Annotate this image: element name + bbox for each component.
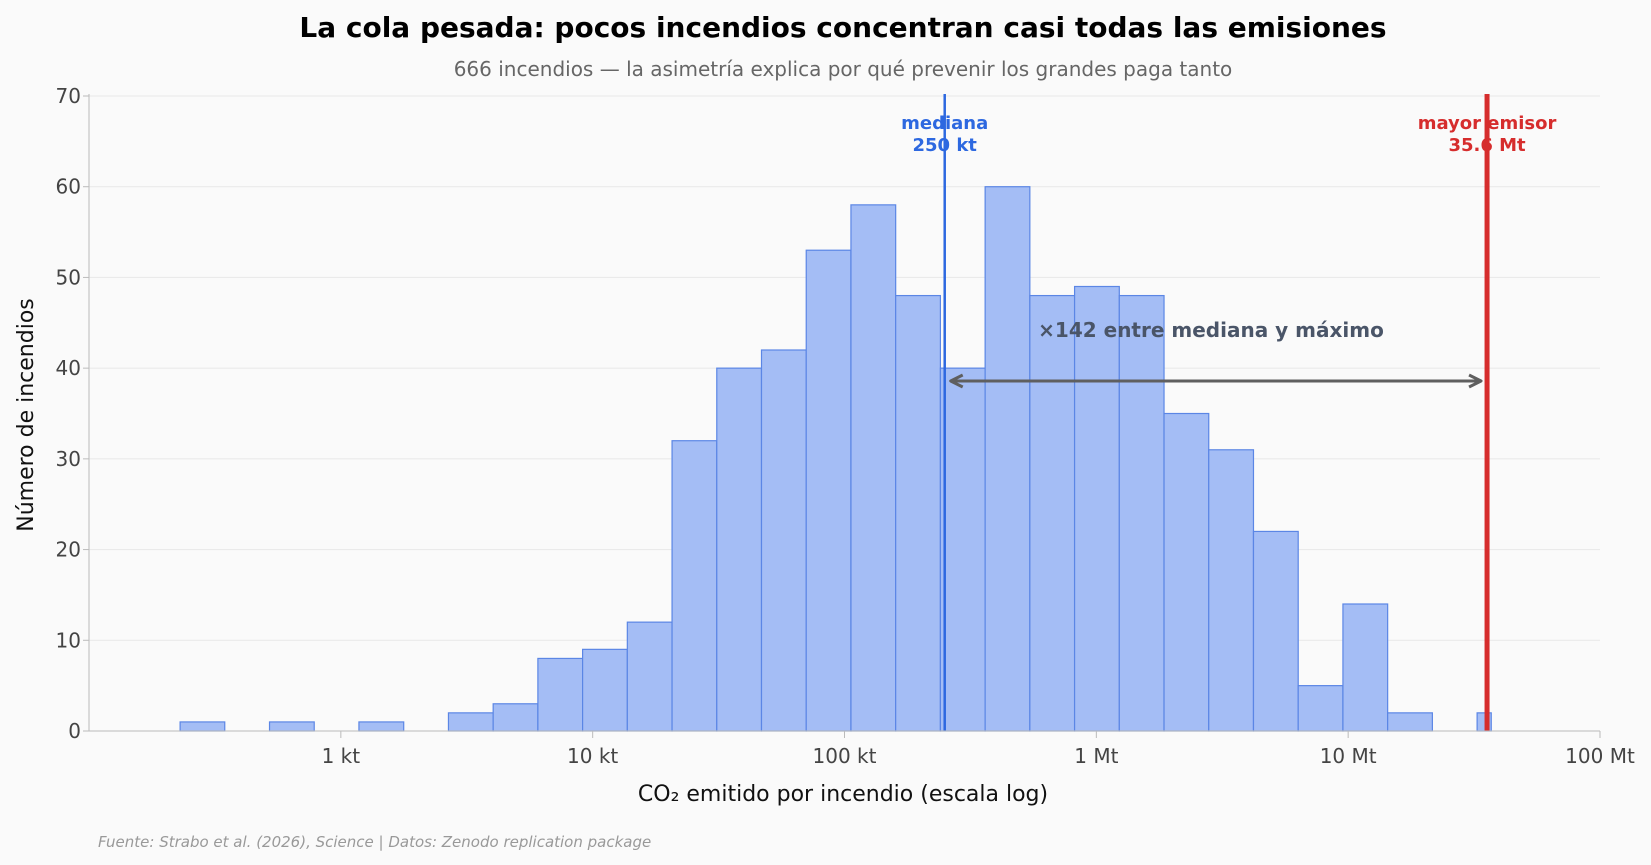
x-axis-label: CO₂ emitido por incendio (escala log) <box>638 782 1048 807</box>
histogram-bar <box>537 657 584 732</box>
x-tick-label: 1 Mt <box>1074 744 1118 768</box>
source-note: Fuente: Strabo et al. (2026), Science | … <box>98 833 651 851</box>
histogram-bars <box>179 186 1492 732</box>
histogram-bar <box>626 621 673 732</box>
histogram-bar <box>179 721 226 732</box>
chart-title: La cola pesada: pocos incendios concentr… <box>299 11 1386 44</box>
histogram-bar <box>1208 449 1255 732</box>
median-label: mediana <box>901 113 988 134</box>
x-tick-label: 100 Mt <box>1565 744 1635 768</box>
ratio-annotation: ×142 entre mediana y máximo <box>1038 318 1384 342</box>
max-label: mayor emisor <box>1418 113 1557 134</box>
histogram-bar <box>984 186 1031 732</box>
y-tick-label: 50 <box>56 265 81 289</box>
y-tick-label: 70 <box>56 84 81 108</box>
histogram-bar <box>1387 712 1433 732</box>
histogram-bar <box>1163 412 1210 732</box>
histogram-bar <box>1118 294 1165 732</box>
histogram-bar <box>358 721 405 732</box>
histogram-bar <box>671 440 718 732</box>
y-tick-label: 40 <box>56 356 81 380</box>
y-tick-label: 60 <box>56 175 81 199</box>
y-ticks: 0 10 20 30 40 50 60 70 <box>56 84 89 743</box>
histogram-bar <box>850 204 897 732</box>
histogram-bar <box>716 367 763 732</box>
x-tick-label: 1 kt <box>322 744 361 768</box>
histogram-bar <box>1342 603 1389 732</box>
histogram-bar <box>582 648 628 732</box>
histogram-bar <box>492 703 539 732</box>
y-tick-label: 30 <box>56 447 81 471</box>
y-axis-label: Número de incendios <box>14 298 39 532</box>
histogram-bar <box>268 721 315 732</box>
chart-subtitle: 666 incendios — la asimetría explica por… <box>454 57 1233 81</box>
ratio-arrow-right-head <box>1468 373 1483 389</box>
histogram-bar <box>1073 285 1120 732</box>
histogram-bar <box>1252 530 1299 732</box>
x-tick-label: 10 kt <box>567 744 618 768</box>
ratio-arrow-left-head <box>949 373 964 389</box>
histogram-bar <box>1029 294 1076 732</box>
histogram-bar <box>939 367 986 732</box>
y-tick-label: 20 <box>56 538 81 562</box>
histogram-bar <box>895 294 942 732</box>
x-tick-label: 10 Mt <box>1320 744 1377 768</box>
y-tick-label: 10 <box>56 628 81 652</box>
median-value-label: 250 kt <box>913 135 978 156</box>
y-tick-label: 0 <box>68 719 81 743</box>
max-value-label: 35.6 Mt <box>1448 135 1526 156</box>
histogram-bar <box>1297 685 1344 732</box>
histogram-bar <box>760 349 807 732</box>
x-ticks: 1 kt 10 kt 100 kt 1 Mt 10 Mt 100 Mt <box>322 731 1635 768</box>
histogram-bar <box>447 712 494 732</box>
histogram-bar <box>805 249 852 732</box>
x-tick-label: 100 kt <box>813 744 877 768</box>
